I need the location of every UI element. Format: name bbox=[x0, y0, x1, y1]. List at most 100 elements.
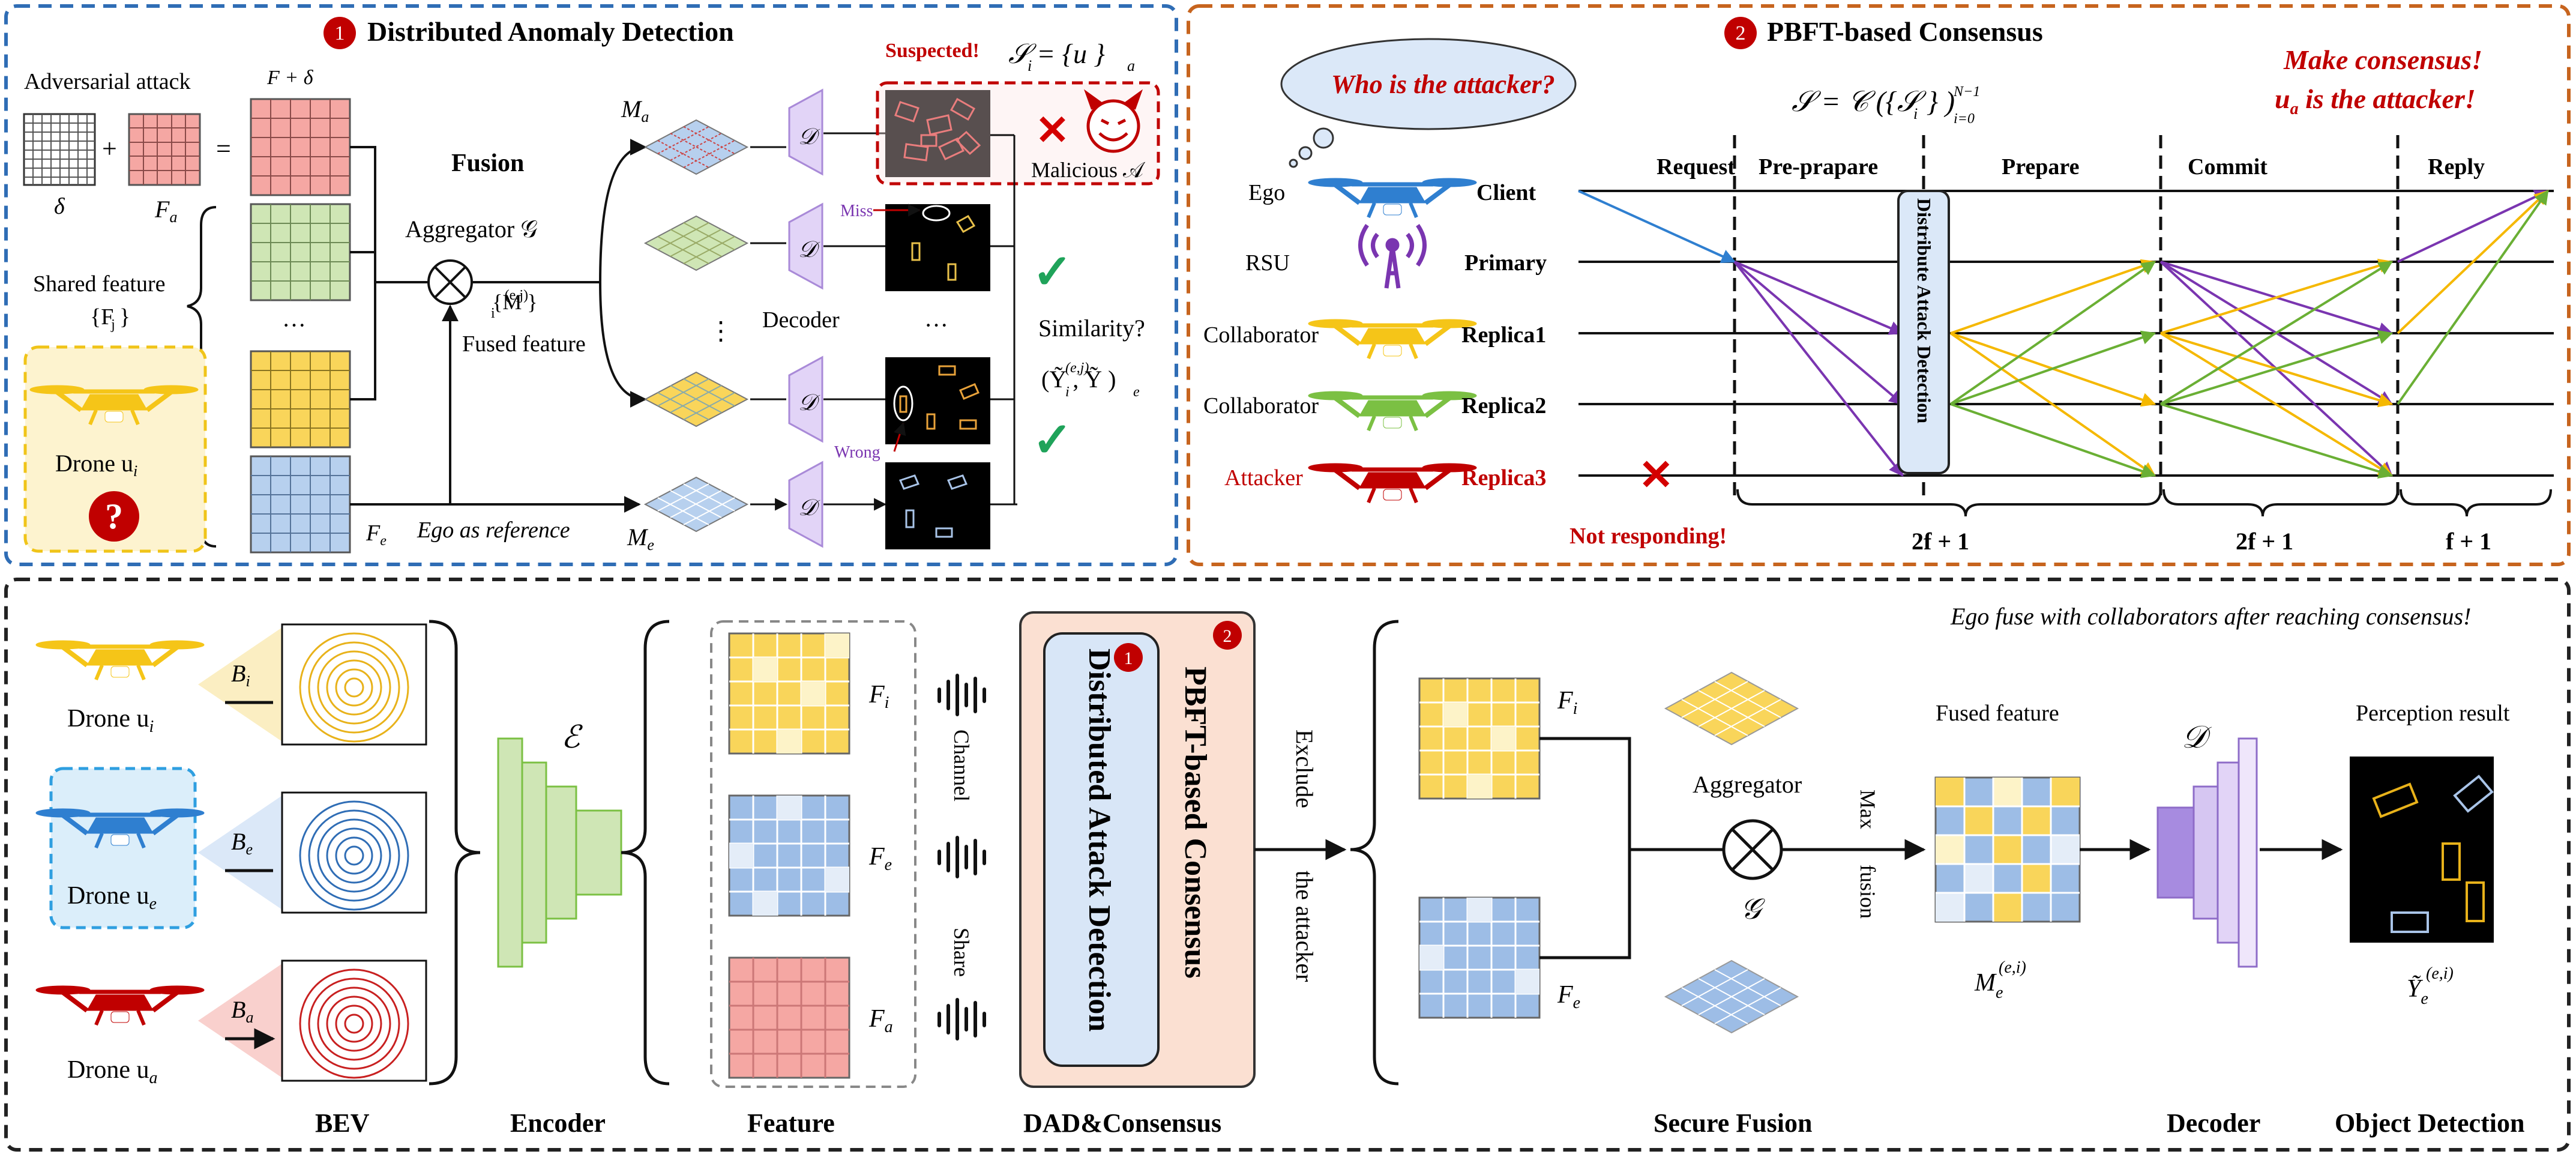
dad-inner-text: Distributed Attack Detection bbox=[1082, 648, 1116, 1032]
dad-inner-box bbox=[1043, 632, 1160, 1067]
feature-fe-grid bbox=[728, 794, 850, 917]
consensus-formula-sub: i bbox=[1913, 105, 1918, 122]
rsu-antenna-icon bbox=[1358, 224, 1427, 289]
feature-brace bbox=[621, 620, 670, 1086]
phase-request: Request bbox=[1657, 154, 1735, 180]
bottom-label-feature: Feature bbox=[747, 1108, 835, 1138]
fused-set-label: {M }(e,j) i bbox=[491, 288, 538, 321]
panel2-badge bbox=[1724, 17, 1757, 49]
feature-fa-grid bbox=[728, 956, 850, 1079]
bev-e-label: Be bbox=[231, 828, 253, 858]
similarity-sup: (e,j) bbox=[1065, 360, 1089, 376]
suspect-set-sub-i: i bbox=[1028, 57, 1032, 74]
phase-preprepare: Pre-prapare bbox=[1759, 154, 1878, 180]
fused-label-3: Me bbox=[1974, 969, 2003, 1002]
bev-i-image bbox=[281, 623, 427, 746]
perception-result-image bbox=[2350, 757, 2494, 943]
fe-label: Fe bbox=[366, 521, 387, 549]
output-suspected bbox=[885, 90, 990, 177]
drone-ui-label: Drone ui bbox=[55, 450, 137, 480]
max-label: Max bbox=[1856, 790, 1880, 829]
bottom-label-dad: DAD&Consensus bbox=[1023, 1108, 1221, 1138]
sf-fe-label: Fe bbox=[1557, 981, 1580, 1012]
phase-prepare: Prepare bbox=[2002, 154, 2079, 180]
thought-cloud bbox=[1280, 38, 1577, 168]
output-ego bbox=[885, 462, 990, 549]
feature-fi-grid bbox=[728, 632, 850, 755]
drone-a-label: Drone ua bbox=[67, 1056, 157, 1087]
similarity-label: Similarity? bbox=[1038, 315, 1145, 342]
question-mark: ? bbox=[105, 497, 123, 536]
consensus-formula: 𝒮 = 𝒞 ({𝒮 } ) bbox=[1792, 86, 1955, 118]
phase-commit: Commit bbox=[2188, 154, 2268, 180]
panel-pbft-consensus: 2 PBFT-based Consensus Who is the attack… bbox=[1187, 4, 2571, 566]
feature-fi-label: Fi bbox=[868, 681, 889, 712]
role-right-4: Replica3 bbox=[1461, 465, 1546, 491]
shared-set-label: {F }j bbox=[90, 304, 130, 333]
waveform-icons bbox=[937, 674, 986, 1041]
feature-stack: ··· bbox=[250, 98, 351, 554]
fa-grid bbox=[128, 113, 201, 186]
consensus-formula-start: i=0 bbox=[1954, 111, 1975, 127]
decoder-trapezoids bbox=[788, 88, 823, 548]
check-icon-2: ✓ bbox=[1032, 414, 1073, 467]
ego-drone-icon bbox=[1308, 178, 1476, 217]
attacker-drone-icon bbox=[1308, 464, 1476, 503]
phase-reply: Reply bbox=[2428, 154, 2485, 180]
bev-brace bbox=[429, 620, 481, 1086]
malicious-label: Malicious 𝒜 bbox=[1031, 158, 1146, 182]
brace-label-0: 2f + 1 bbox=[1912, 528, 1969, 555]
sf-iso-yellow bbox=[1664, 671, 1799, 746]
fused-sup-3: (e,i) bbox=[1999, 958, 2026, 977]
drone-i-label: Drone ui bbox=[67, 705, 154, 736]
panel1-badge-text: 1 bbox=[335, 22, 345, 44]
role-left-0: Ego bbox=[1248, 180, 1285, 205]
plus-sign: + bbox=[102, 134, 117, 163]
me-label: Me bbox=[627, 524, 654, 554]
role-left-4: Attacker bbox=[1224, 465, 1303, 491]
iso-grid-me bbox=[643, 476, 749, 533]
role-right-1: Primary bbox=[1464, 250, 1547, 276]
iso-grid-yellow bbox=[643, 371, 749, 427]
sf-fe-grid bbox=[1418, 896, 1541, 1019]
the-attacker-label: the attacker bbox=[1291, 871, 1318, 982]
suspect-set-sub-a: a bbox=[1127, 57, 1135, 74]
iso-grid-ma bbox=[643, 119, 749, 175]
delta-noise-grid bbox=[23, 113, 96, 186]
fa-plus-delta-label: F + δ bbox=[266, 67, 314, 89]
distribute-attack-box bbox=[1897, 190, 1950, 474]
fused-feature-label-3: Fused feature bbox=[1936, 701, 2059, 726]
role-right-0: Client bbox=[1476, 180, 1536, 205]
aggregator-label: Aggregator 𝒢 bbox=[405, 216, 538, 243]
panel-distributed-anomaly-detection: 1 Distributed Anomaly Detection Adversar… bbox=[4, 4, 1178, 566]
consensus-formula-range: N−1 bbox=[1953, 84, 1980, 100]
panel1-badge bbox=[324, 17, 356, 49]
result-label: Ỹe bbox=[2407, 975, 2428, 1008]
output-miss bbox=[885, 204, 990, 291]
make-consensus: Make consensus! bbox=[2283, 44, 2482, 75]
fa-label: Fa bbox=[154, 196, 177, 226]
wrong-label: Wrong bbox=[834, 443, 880, 462]
check-icon-1: ✓ bbox=[1032, 246, 1073, 299]
exclude-label: Exclude bbox=[1291, 730, 1318, 808]
drone-e-box bbox=[49, 767, 197, 929]
bev-a-image bbox=[281, 959, 427, 1082]
encoder-symbol: ℰ bbox=[561, 720, 583, 755]
sf-aggregator-symbol: 𝒢 bbox=[1741, 893, 1765, 925]
cross-icon: ✕ bbox=[1035, 107, 1070, 153]
panel1-title: Distributed Anomaly Detection bbox=[367, 16, 734, 47]
suspect-set: 𝒮 = {u } bbox=[1008, 38, 1105, 69]
share-label: Share bbox=[949, 928, 974, 977]
thought-text: Who is the attacker? bbox=[1331, 70, 1555, 99]
sf-iso-blue bbox=[1664, 959, 1799, 1034]
attacker-cross: ✕ bbox=[1639, 453, 1674, 499]
suspected-box bbox=[876, 81, 1160, 186]
equals-sign: = bbox=[216, 134, 231, 163]
suspected-label: Suspected! bbox=[885, 40, 980, 62]
drone-i-icon bbox=[36, 641, 204, 680]
result-sup: (e,i) bbox=[2426, 964, 2454, 983]
drone-e-label: Drone ue bbox=[67, 882, 157, 913]
shared-feature-label: Shared feature bbox=[33, 271, 166, 297]
brace-label-2: f + 1 bbox=[2446, 528, 2491, 555]
